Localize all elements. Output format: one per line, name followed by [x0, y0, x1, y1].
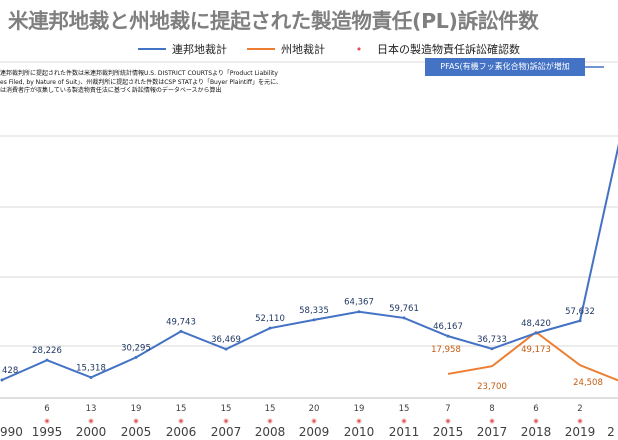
x-tick-label: 1995	[32, 425, 63, 439]
federal-point	[402, 316, 406, 320]
japan-point	[89, 419, 93, 423]
japan-data-label: 2	[577, 404, 582, 414]
legend-item-federal: 連邦地裁計	[138, 41, 227, 57]
japan-point	[134, 419, 138, 423]
legend-label-japan: 日本の製造物責任訴訟確認数	[377, 43, 520, 56]
x-tick-label: 990	[0, 425, 23, 439]
federal-data-label: 59,761	[389, 304, 419, 314]
state-data-label: 24,508	[573, 378, 603, 388]
japan-data-label: 19	[354, 404, 365, 414]
x-tick-label: 2015	[433, 425, 464, 439]
federal-data-label: 52,110	[255, 314, 285, 324]
federal-point	[446, 334, 450, 338]
federal-data-label: 58,335	[299, 306, 329, 316]
japan-point	[268, 419, 272, 423]
legend-label-state: 州地裁計	[281, 43, 325, 56]
x-tick-label: 2007	[211, 425, 242, 439]
federal-data-label: 57,632	[565, 307, 595, 317]
federal-point	[357, 310, 361, 314]
japan-point	[402, 419, 406, 423]
legend-swatch-state	[247, 48, 275, 50]
japan-data-label: 19	[131, 404, 142, 414]
japan-point	[312, 419, 316, 423]
japan-data-label: 20	[309, 404, 320, 414]
x-tick-label: 2009	[299, 425, 330, 439]
x-tick-label: 2011	[389, 425, 420, 439]
japan-data-label: 13	[86, 404, 97, 414]
japan-data-label: 15	[176, 404, 187, 414]
federal-point	[312, 318, 316, 322]
legend-item-state: 州地裁計	[247, 41, 325, 57]
japan-point	[490, 419, 494, 423]
legend-swatch-federal	[138, 48, 166, 50]
x-tick-label: 2000	[76, 425, 107, 439]
x-tick-label: 2006	[166, 425, 197, 439]
federal-data-label: 28,226	[32, 346, 62, 356]
x-tick-label: 2019	[565, 425, 596, 439]
japan-data-label: 7	[445, 404, 450, 414]
federal-data-label: 64,367	[344, 298, 374, 308]
source-note-line: es Filed, by Nature of Suit」、州裁判所に提起された件…	[0, 78, 282, 86]
japan-data-label: 15	[399, 404, 410, 414]
federal-data-label: 48,420	[521, 319, 551, 329]
japan-data-label: 15	[265, 404, 276, 414]
japan-data-label: 6	[533, 404, 538, 414]
federal-point	[89, 375, 93, 379]
federal-point	[578, 319, 582, 323]
japan-point	[446, 419, 450, 423]
japan-data-label: 8	[489, 404, 494, 414]
x-tick-label: 2017	[477, 425, 508, 439]
federal-data-label: 49,743	[166, 317, 196, 327]
federal-point	[179, 329, 183, 333]
japan-data-label: 15	[221, 404, 232, 414]
x-tick-label: 2005	[121, 425, 152, 439]
legend-swatch-japan: •	[355, 42, 363, 56]
series-federal-line	[1, 143, 618, 381]
federal-point	[0, 378, 4, 382]
japan-point	[179, 419, 183, 423]
federal-point	[268, 326, 272, 330]
source-note-line: 連邦裁判所に提起された件数は米連邦裁判所統計情報U.S. DISTRICT CO…	[0, 70, 278, 77]
series-state-line	[447, 330, 618, 382]
federal-point	[534, 331, 538, 335]
federal-data-label: 428	[2, 366, 18, 376]
federal-data-label: 36,733	[477, 335, 507, 345]
x-tick-label: 2008	[255, 425, 286, 439]
federal-point	[490, 347, 494, 351]
japan-point	[357, 419, 361, 423]
chart-legend: 連邦地裁計 州地裁計 • 日本の製造物責任訴訟確認数	[138, 41, 540, 57]
federal-data-label: 46,167	[433, 322, 463, 332]
japan-point	[224, 419, 228, 423]
source-notes: 連邦裁判所に提起された件数は米連邦裁判所統計情報U.S. DISTRICT CO…	[0, 70, 282, 96]
federal-point	[224, 347, 228, 351]
japan-data-label: 6	[44, 404, 49, 414]
japan-point	[534, 419, 538, 423]
legend-label-federal: 連邦地裁計	[172, 43, 227, 56]
federal-point	[134, 355, 138, 359]
state-data-label: 49,173	[521, 345, 551, 355]
federal-data-label: 15,318	[76, 363, 106, 373]
source-note-line: は消費者庁が収集している製造物責任法に基づく訴訟情報のデータベースから算出	[0, 87, 222, 95]
x-tick-label: 2018	[521, 425, 552, 439]
x-tick-label: 2010	[344, 425, 375, 439]
federal-point	[45, 358, 49, 362]
pfas-annotation-box: PFAS(有機フッ素化合物)訴訟が増加	[425, 58, 585, 76]
legend-item-japan: • 日本の製造物責任訴訟確認数	[345, 41, 520, 57]
japan-point	[578, 419, 582, 423]
state-data-label: 23,700	[477, 382, 507, 392]
state-data-label: 17,958	[431, 345, 461, 355]
federal-data-label: 36,469	[211, 335, 241, 345]
x-tick-label: 2	[607, 425, 615, 439]
japan-point	[45, 419, 49, 423]
federal-data-label: 30,295	[121, 343, 151, 353]
chart-title: 米連邦地裁と州地裁に提起された製造物責任(PL)訴訟件数	[8, 9, 539, 33]
